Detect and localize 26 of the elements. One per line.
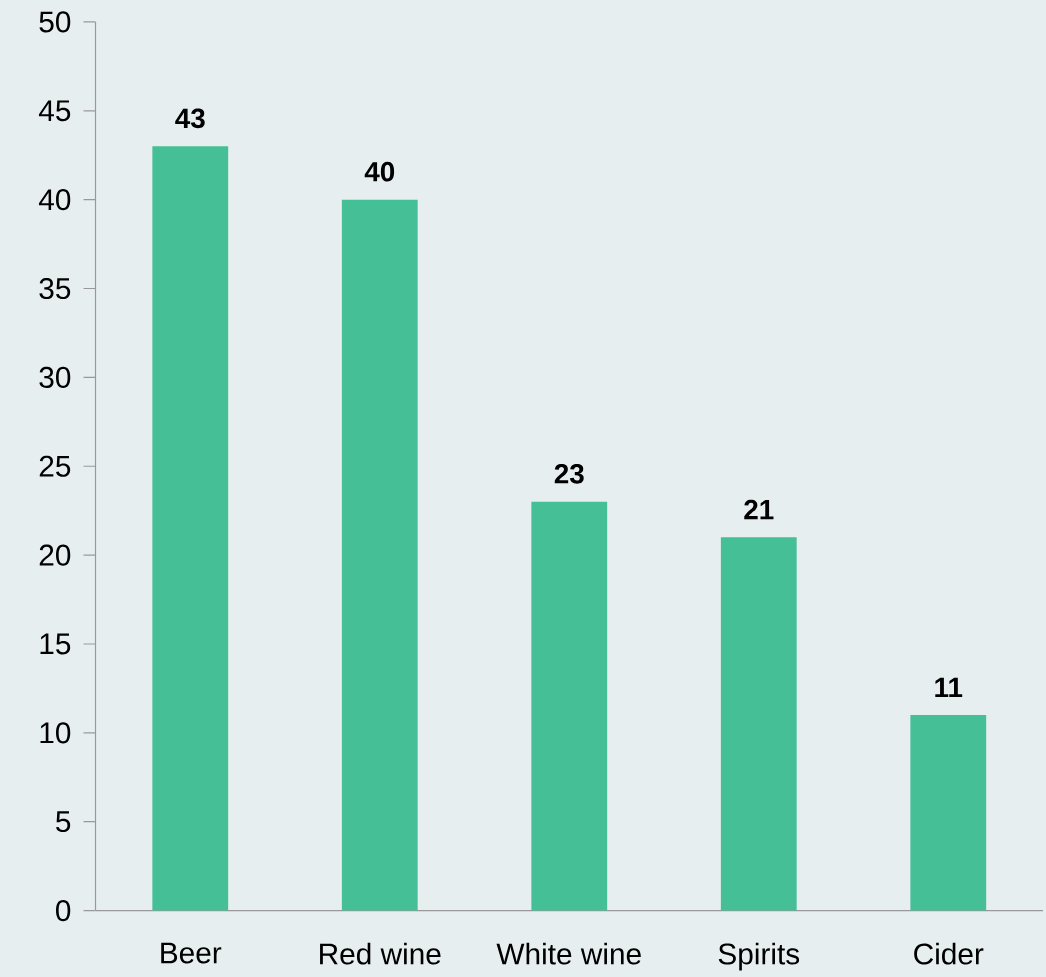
data-label: 40 (364, 161, 395, 182)
data-label: 11 (935, 677, 963, 697)
bar (910, 714, 987, 911)
y-tick-label: 30 (39, 366, 71, 388)
y-tick-label: 10 (40, 722, 71, 744)
bar (152, 146, 229, 911)
y-tick-label: 25 (39, 455, 71, 477)
y-tick-label: 5 (56, 811, 71, 832)
y-tick-label: 35 (39, 277, 71, 299)
data-label: 21 (744, 499, 774, 520)
y-tick-label: 50 (39, 11, 71, 33)
y-tick-label: 0 (56, 899, 71, 921)
data-label: 43 (175, 108, 205, 129)
data-label: 23 (554, 463, 584, 484)
x-tick-label: White wine (496, 942, 641, 965)
x-tick-label: Red wine (320, 942, 441, 965)
y-tick-label: 45 (38, 100, 71, 121)
y-tick-label: 15 (40, 633, 71, 655)
y-tick-label: 20 (39, 544, 71, 566)
x-tick-label: Beer (161, 942, 222, 964)
bar (720, 537, 797, 911)
bar (341, 199, 418, 911)
bar (531, 501, 608, 911)
y-tick-label: 40 (38, 188, 71, 211)
x-tick-label: Cider (914, 942, 984, 965)
x-tick-label: Spirits (718, 942, 800, 971)
